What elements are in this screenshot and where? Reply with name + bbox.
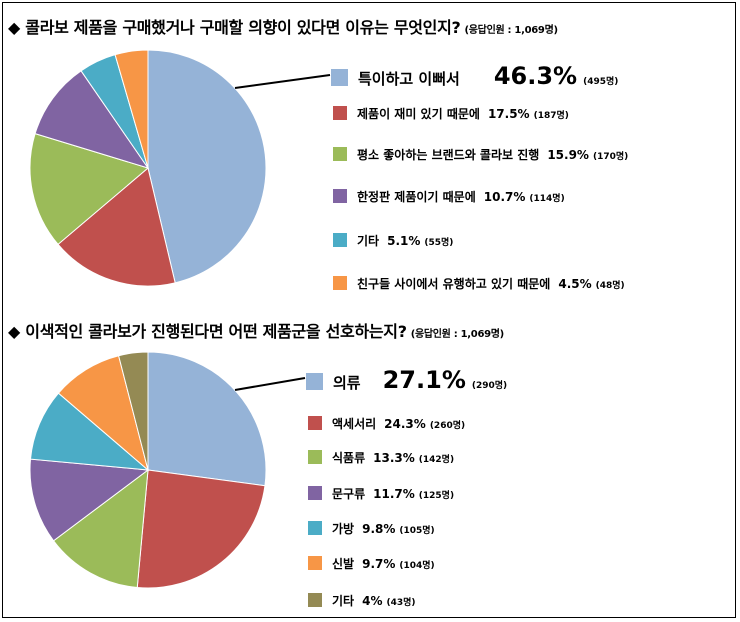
legend-count: (187명)	[533, 111, 569, 121]
legend-count: (105명)	[399, 526, 435, 536]
pie-2-slice-0	[147, 351, 267, 487]
legend-swatch	[308, 521, 322, 535]
pie-2-leader-line	[234, 377, 306, 391]
legend-1-item-4: 기타 5.1% (55명)	[333, 231, 453, 249]
legend-1-item-1: 제품이 재미 있기 때문에 17.5% (187명)	[333, 104, 569, 122]
legend-count: (114명)	[529, 194, 565, 204]
pie-1-slice-1	[57, 167, 176, 287]
legend-label: 한정판 제품이기 때문에	[357, 190, 476, 204]
legend-swatch	[333, 147, 347, 161]
legend-count: (142명)	[418, 455, 455, 465]
pie-2-slice-6	[118, 351, 149, 471]
pie-1-leader-line	[234, 74, 331, 89]
pie-2-slice-3	[29, 458, 150, 542]
legend-2-item-2: 식품류 13.3% (142명)	[308, 448, 454, 466]
legend-percent: 4%	[362, 594, 383, 608]
legend-1-item-5: 친구들 사이에서 유행하고 있기 때문에 4.5% (48명)	[333, 274, 625, 292]
pie-1-slice-0	[147, 49, 267, 284]
legend-percent: 9.8%	[362, 522, 396, 536]
chart-2-heading: ◆ 이색적인 콜라보가 진행된다면 어떤 제품군을 선호하는지? (응답인원 : …	[8, 322, 504, 341]
legend-count: (104명)	[399, 561, 435, 571]
legend-count: (290명)	[471, 381, 508, 391]
legend-swatch	[331, 69, 348, 86]
legend-percent: 10.7%	[483, 190, 526, 204]
legend-count: (43명)	[386, 598, 416, 608]
legend-label: 의류	[333, 374, 361, 392]
legend-label: 식품류	[332, 451, 366, 465]
pie-1-slice-3	[34, 70, 150, 169]
pie-2-slice-2	[52, 468, 149, 589]
legend-percent: 15.9%	[547, 148, 589, 162]
pie-2-slice-1	[136, 469, 266, 589]
legend-2-item-0: 의류 27.1% (290명)	[306, 366, 507, 394]
legend-2-item-5: 신발 9.7% (104명)	[308, 554, 435, 572]
legend-swatch	[333, 189, 347, 203]
legend-swatch	[308, 556, 322, 570]
legend-label: 기타	[357, 234, 380, 248]
pie-2-slice-4	[29, 392, 150, 471]
legend-label: 문구류	[332, 487, 366, 501]
legend-count: (48명)	[595, 281, 625, 291]
legend-1-item-0: 특이하고 이뻐서 46.3% (495명)	[331, 62, 618, 90]
legend-label: 기타	[332, 594, 355, 608]
legend-percent: 17.5%	[487, 107, 530, 121]
legend-2-item-1: 액세서리 24.3% (260명)	[308, 414, 465, 432]
legend-count: (495명)	[583, 77, 619, 87]
legend-percent: 4.5%	[558, 277, 592, 291]
legend-swatch	[333, 233, 347, 247]
legend-count: (170명)	[592, 152, 629, 162]
legend-percent: 46.3%	[493, 62, 578, 90]
legend-label: 가방	[332, 522, 355, 536]
legend-label: 제품이 재미 있기 때문에	[357, 107, 480, 121]
legend-percent: 9.7%	[362, 557, 396, 571]
legend-label: 평소 좋아하는 브랜드와 콜라보 진행	[357, 148, 540, 162]
legend-swatch	[308, 593, 322, 607]
pie-1-slice-2	[29, 133, 150, 246]
chart-1-heading: ◆ 콜라보 제품을 구매했거나 구매할 의향이 있다면 이유는 무엇인지? (응답…	[8, 18, 558, 37]
legend-swatch	[306, 373, 323, 390]
legend-percent: 11.7%	[373, 487, 415, 501]
legend-label: 특이하고 이뻐서	[358, 70, 460, 88]
legend-count: (125명)	[418, 491, 455, 501]
legend-swatch	[333, 276, 347, 290]
pie-1-slice-5	[114, 49, 149, 169]
legend-percent: 24.3%	[384, 417, 426, 431]
legend-2-item-4: 가방 9.8% (105명)	[308, 519, 435, 537]
legend-label: 액세서리	[332, 417, 377, 431]
legend-2-item-6: 기타 4% (43명)	[308, 591, 416, 609]
legend-label: 친구들 사이에서 유행하고 있기 때문에	[357, 277, 551, 291]
legend-count: (55명)	[424, 238, 454, 248]
legend-swatch	[333, 106, 347, 120]
legend-1-item-2: 평소 좋아하는 브랜드와 콜라보 진행 15.9% (170명)	[333, 145, 628, 163]
legend-2-item-3: 문구류 11.7% (125명)	[308, 484, 454, 502]
legend-swatch	[308, 486, 322, 500]
legend-label: 신발	[332, 557, 355, 571]
legend-percent: 27.1%	[382, 366, 466, 394]
legend-swatch	[308, 416, 322, 430]
legend-percent: 5.1%	[387, 234, 421, 248]
legend-swatch	[308, 450, 322, 464]
legend-percent: 13.3%	[373, 451, 415, 465]
legend-count: (260명)	[429, 421, 466, 431]
legend-1-item-3: 한정판 제품이기 때문에 10.7% (114명)	[333, 187, 565, 205]
